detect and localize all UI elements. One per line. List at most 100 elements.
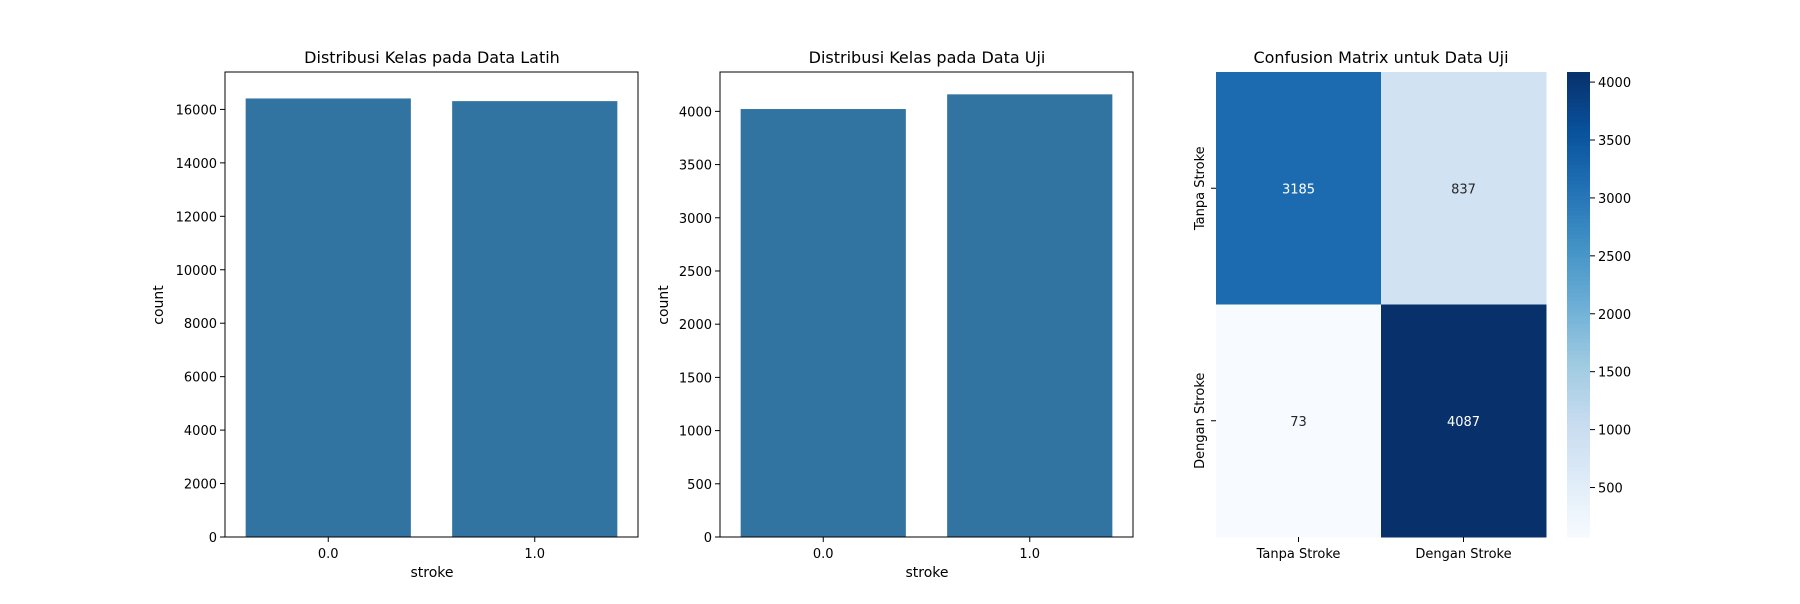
x-tick-label: 0.0 (813, 547, 834, 562)
colorbar-segment (1567, 409, 1590, 414)
colorbar-segment (1567, 482, 1590, 488)
colorbar-segment (1567, 323, 1590, 329)
x-axis-ticks: Tanpa Stroke Dengan Stroke (1256, 537, 1512, 562)
colorbar-segment (1567, 331, 1590, 337)
colorbar-segment (1567, 149, 1590, 154)
y-tick-label: 12000 (176, 210, 217, 225)
colorbar-segment (1567, 126, 1590, 131)
colorbar-segment (1567, 521, 1590, 526)
colorbar-segment (1567, 475, 1590, 480)
colorbar-segment (1567, 517, 1590, 523)
colorbar-segment (1567, 157, 1590, 162)
y-tick-label: 0 (704, 531, 712, 546)
y-tick-label: 2500 (679, 265, 712, 280)
colorbar-segment (1567, 172, 1590, 178)
heatmap-cell (1381, 72, 1547, 305)
colorbar-segment (1567, 358, 1590, 364)
colorbar-segment (1567, 370, 1590, 375)
colorbar-segment (1567, 118, 1590, 123)
colorbar-segment (1567, 161, 1590, 166)
colorbar-segment (1567, 281, 1590, 286)
colorbar-segment (1567, 498, 1590, 503)
colorbar-segment (1567, 447, 1590, 453)
colorbar-segment (1567, 343, 1590, 348)
bar-0.0 (740, 109, 906, 537)
bar-1.0 (947, 94, 1113, 538)
bars (245, 98, 618, 538)
plot-frame (224, 71, 639, 538)
y-axis-label: count (151, 285, 167, 325)
x-axis-ticks: 0.0 1.0 (318, 537, 545, 562)
colorbar-segment (1567, 486, 1590, 492)
colorbar-segment (1567, 180, 1590, 185)
colorbar-segment (1567, 405, 1590, 410)
colorbar-segment (1567, 471, 1590, 476)
colorbar-segment (1567, 525, 1590, 530)
colorbar-segment (1567, 463, 1590, 468)
colorbar-segment (1567, 354, 1590, 360)
colorbar-segment (1567, 320, 1590, 325)
colorbar-segment (1567, 99, 1590, 104)
colorbar-segment (1567, 153, 1590, 158)
chart-title: Distribusi Kelas pada Data Uji (809, 48, 1046, 67)
colorbar-segment (1567, 347, 1590, 352)
y-tick-label: 10000 (176, 264, 217, 279)
train-distribution-chart: Distribusi Kelas pada Data Latih 0 2000 40… (151, 48, 639, 581)
colorbar-tick-label: 3500 (1598, 134, 1631, 149)
y-tick-label: 1500 (679, 371, 712, 386)
colorbar-tick-label: 3000 (1598, 192, 1631, 207)
colorbar-segment (1567, 265, 1590, 271)
colorbar-segment (1567, 509, 1590, 515)
colorbar-segment (1567, 242, 1590, 247)
colorbar-segment (1567, 87, 1590, 92)
colorbar-segment (1567, 219, 1590, 224)
x-axis-label: stroke (905, 565, 948, 581)
colorbar-segment (1567, 506, 1590, 511)
colorbar-segment (1567, 300, 1590, 306)
y-tick-label: 0 (209, 531, 217, 546)
colorbar-segment (1567, 362, 1590, 368)
y-tick-label: 500 (687, 478, 712, 493)
colorbar-segment (1567, 351, 1590, 356)
colorbar-segment (1567, 75, 1590, 81)
colorbar-segment (1567, 91, 1590, 96)
confusion-matrix-heatmap: Confusion Matrix untuk Data Uji 3185 837 7… (1193, 48, 1631, 562)
chart-title: Distribusi Kelas pada Data Latih (304, 48, 560, 67)
colorbar-segment (1567, 254, 1590, 259)
colorbar-segment (1567, 130, 1590, 135)
colorbar-segment (1567, 199, 1590, 205)
colorbar-segment (1567, 122, 1590, 127)
colorbar-segment (1567, 455, 1590, 461)
y-tick-label: 6000 (184, 371, 217, 386)
colorbar-segment (1567, 285, 1590, 290)
colorbar-segment (1567, 389, 1590, 395)
colorbar-segment (1567, 227, 1590, 232)
colorbar-segment (1567, 83, 1590, 89)
chart-title: Confusion Matrix untuk Data Uji (1253, 48, 1508, 67)
colorbar-segment (1567, 292, 1590, 298)
colorbar-segment (1567, 72, 1590, 77)
colorbar-segment (1567, 459, 1590, 464)
colorbar-segment (1567, 502, 1590, 507)
colorbar: 500 1000 1500 2000 2500 3000 3500 4000 (1567, 72, 1631, 538)
colorbar-segment (1567, 103, 1590, 108)
colorbar-segment (1567, 382, 1590, 387)
colorbar-tick-label: 1500 (1598, 366, 1631, 381)
y-tick-label: 4000 (679, 105, 712, 120)
colorbar-segment (1567, 188, 1590, 193)
colorbar-segment (1567, 215, 1590, 220)
colorbar-segment (1567, 444, 1590, 449)
cell-value-label: 73 (1290, 415, 1307, 430)
colorbar-segment (1567, 269, 1590, 275)
y-tick-label: 3500 (679, 159, 712, 174)
colorbar-segment (1567, 316, 1590, 321)
x-axis-ticks: 0.0 1.0 (813, 537, 1040, 562)
colorbar-segment (1567, 207, 1590, 213)
colorbar-segment (1567, 261, 1590, 267)
colorbar-segment (1567, 490, 1590, 495)
colorbar-segment (1567, 137, 1590, 143)
colorbar-segment (1567, 238, 1590, 244)
colorbar-segment (1567, 134, 1590, 139)
colorbar-segment (1567, 533, 1590, 538)
